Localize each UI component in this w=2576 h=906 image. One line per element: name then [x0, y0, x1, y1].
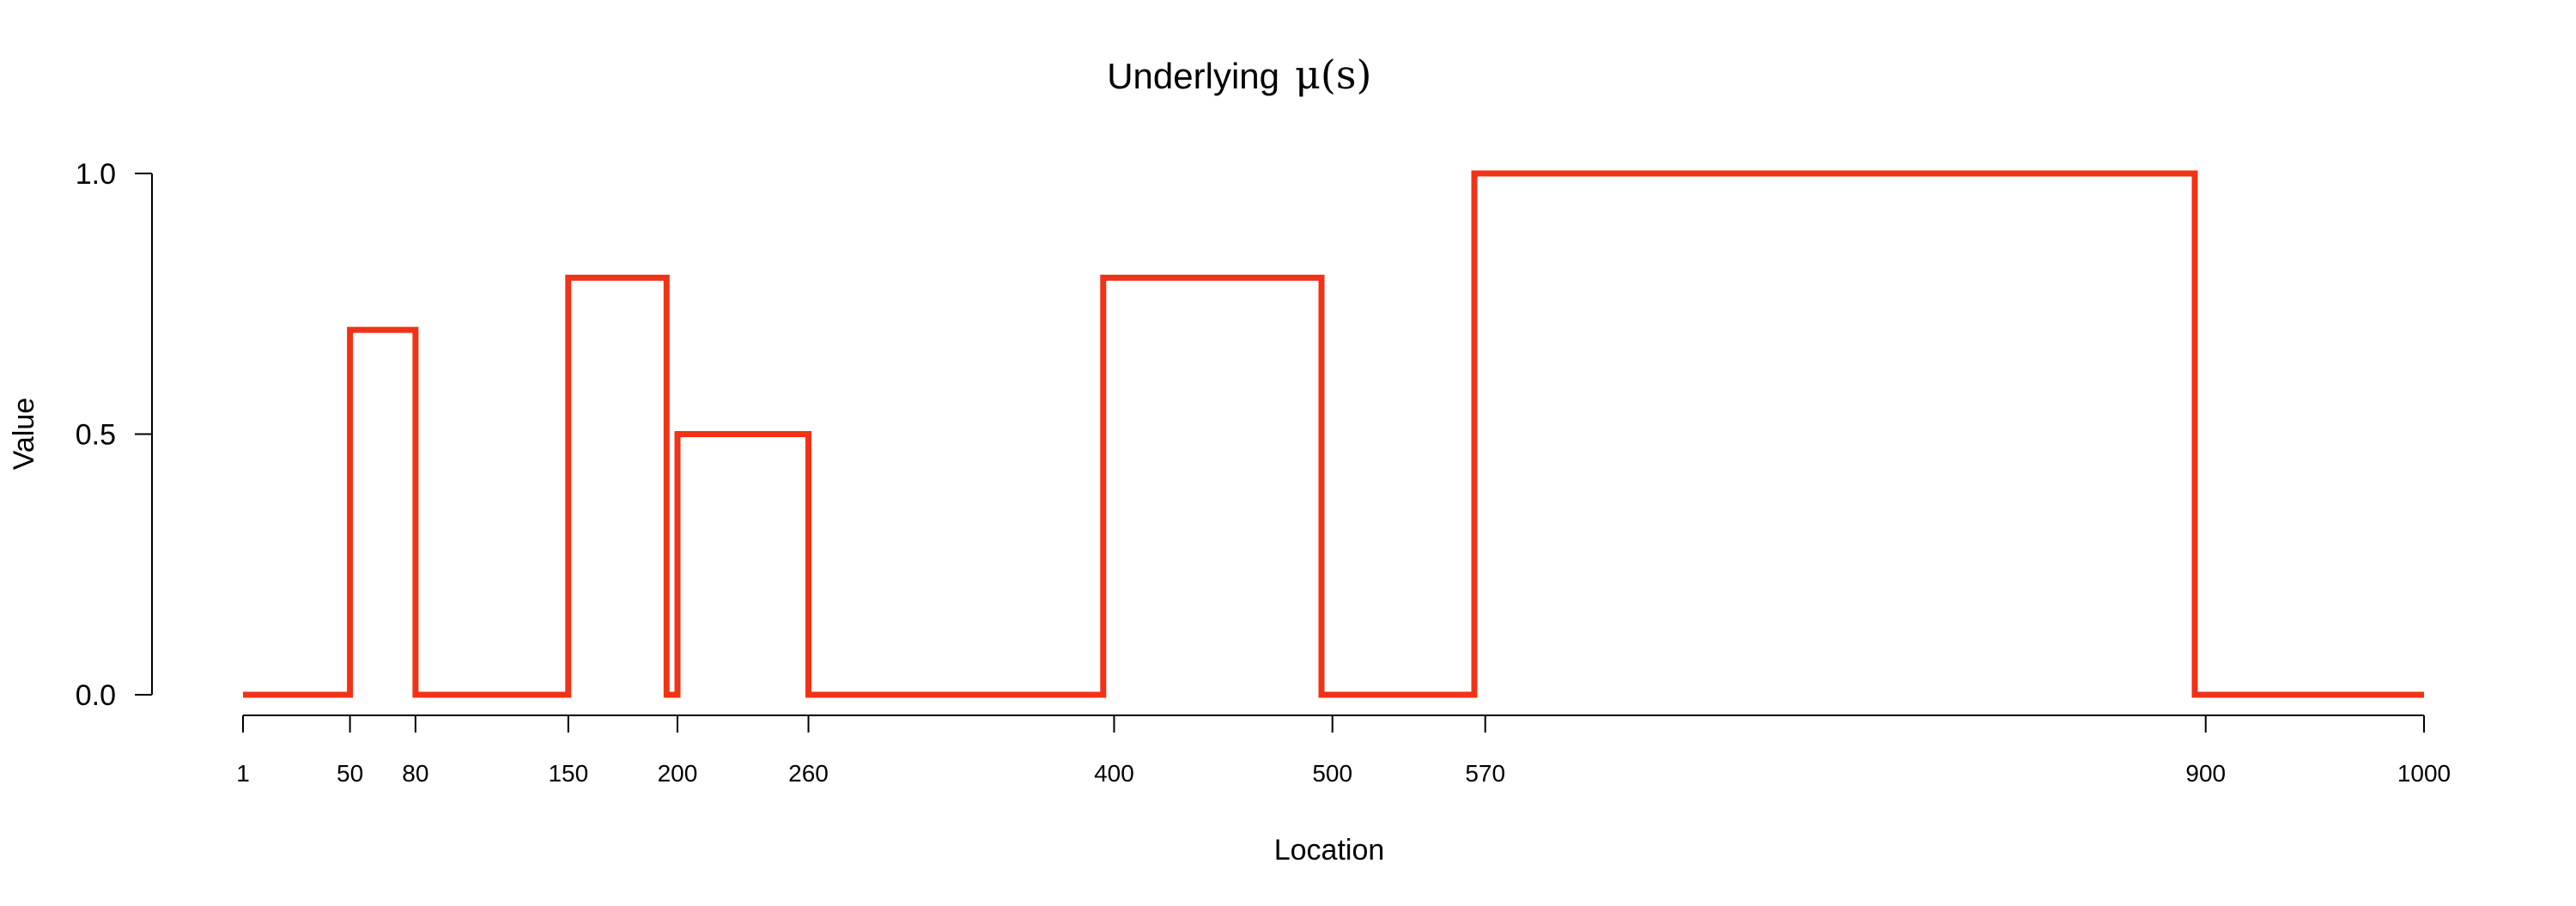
y-axis-label: Value — [8, 398, 40, 470]
x-tick-label: 50 — [337, 760, 363, 787]
series-line — [243, 170, 2424, 698]
series-layer — [243, 170, 2424, 698]
chart-title: Underlying μ(s) — [1107, 52, 1371, 98]
chart-title-text: Underlying — [1107, 56, 1279, 96]
x-tick-label: 80 — [402, 760, 428, 787]
x-tick-label: 260 — [788, 760, 829, 787]
x-tick-label: 500 — [1312, 760, 1352, 787]
x-tick-label: 400 — [1094, 760, 1134, 787]
y-tick-label: 0.5 — [76, 419, 116, 452]
x-tick-label: 570 — [1465, 760, 1505, 787]
x-axis-label: Location — [1274, 834, 1385, 866]
x-tick-label: 1000 — [2397, 760, 2451, 787]
x-tick-label: 150 — [548, 760, 588, 787]
x-tick-label: 1 — [236, 760, 250, 787]
x-tick-label: 900 — [2185, 760, 2226, 787]
x-axis: 1 50 80 150 200 260 400 500 570 900 1000 — [236, 714, 2451, 787]
y-tick-label: 1.0 — [76, 158, 116, 191]
chart-title-math: μ(s) — [1295, 52, 1371, 98]
y-tick-label: 0.0 — [76, 679, 116, 712]
y-axis: 0.0 0.5 1.0 — [76, 158, 153, 712]
x-tick-label: 200 — [658, 760, 698, 787]
